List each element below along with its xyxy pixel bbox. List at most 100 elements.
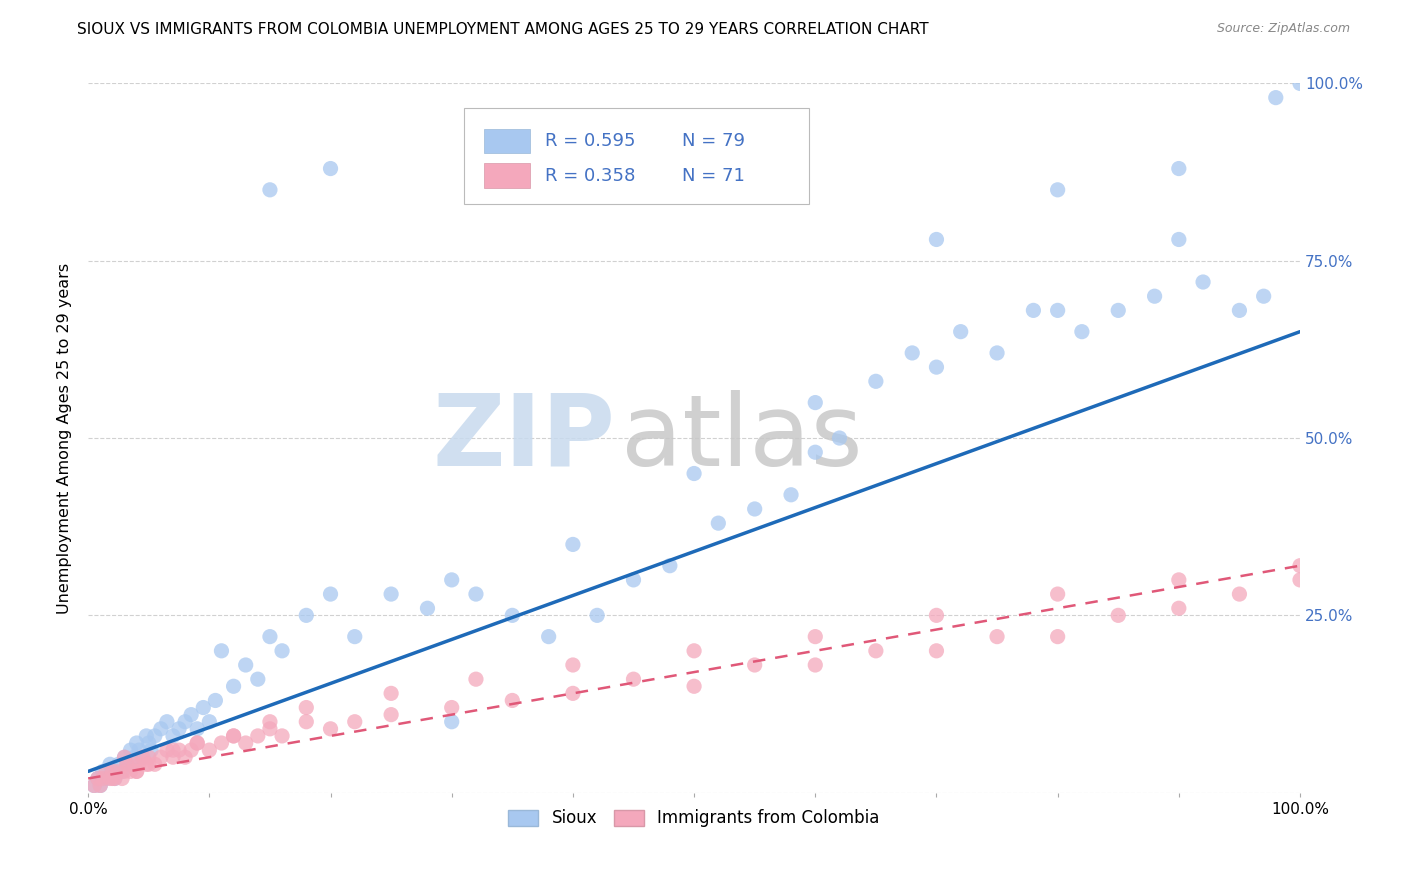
Point (259, 630, 281, 644)
Point (125, 764, 148, 779)
Point (925, 232, 948, 246)
Point (114, 750, 136, 764)
Point (440, 700, 463, 714)
Point (204, 693, 226, 707)
Point (319, 161, 342, 176)
Point (91, 772, 114, 786)
Text: atlas: atlas (621, 390, 863, 486)
Point (120, 743, 142, 757)
Point (440, 573, 463, 587)
Point (101, 764, 124, 779)
Point (1046, 587, 1069, 601)
Point (138, 750, 160, 764)
Point (1289, 573, 1312, 587)
Point (111, 764, 134, 779)
Point (89, 779, 111, 793)
Point (501, 693, 523, 707)
Point (658, 558, 681, 573)
Point (107, 757, 129, 772)
Point (135, 729, 157, 743)
Point (623, 573, 645, 587)
Point (295, 714, 318, 729)
Point (186, 722, 208, 736)
Point (149, 750, 172, 764)
Point (804, 658, 827, 673)
Text: Source: ZipAtlas.com: Source: ZipAtlas.com (1216, 22, 1350, 36)
Point (87, 772, 110, 786)
Point (120, 764, 142, 779)
Point (167, 743, 190, 757)
Point (115, 757, 138, 772)
Point (1229, 587, 1251, 601)
Point (138, 757, 160, 772)
Point (1143, 289, 1166, 303)
Point (101, 764, 124, 779)
Point (1046, 630, 1069, 644)
Point (122, 750, 145, 764)
Point (259, 183, 281, 197)
Point (780, 488, 803, 502)
Point (1107, 303, 1129, 318)
Point (295, 700, 318, 714)
Point (180, 707, 202, 722)
Point (295, 608, 318, 623)
Point (343, 630, 366, 644)
Point (380, 587, 402, 601)
Point (537, 630, 560, 644)
Point (125, 764, 148, 779)
Point (271, 729, 294, 743)
Point (162, 743, 184, 757)
Point (259, 722, 281, 736)
Point (193, 700, 215, 714)
Y-axis label: Unemployment Among Ages 25 to 29 years: Unemployment Among Ages 25 to 29 years (58, 262, 72, 614)
Point (83, 779, 105, 793)
Point (96, 764, 118, 779)
Point (380, 686, 402, 700)
Point (104, 772, 127, 786)
Point (1229, 303, 1251, 318)
Point (222, 729, 245, 743)
Point (1022, 303, 1045, 318)
Point (465, 672, 488, 686)
Point (1289, 77, 1312, 91)
Point (143, 757, 166, 772)
Point (259, 714, 281, 729)
Point (319, 722, 342, 736)
Point (586, 608, 609, 623)
Point (222, 679, 245, 693)
Point (198, 714, 221, 729)
Point (707, 516, 730, 530)
Point (561, 686, 583, 700)
Point (380, 707, 402, 722)
Point (83, 779, 105, 793)
Point (561, 658, 583, 673)
Legend: Sioux, Immigrants from Colombia: Sioux, Immigrants from Colombia (502, 803, 886, 834)
Text: R = 0.358: R = 0.358 (546, 167, 636, 185)
Point (465, 587, 488, 601)
Point (683, 644, 706, 658)
Point (804, 630, 827, 644)
Point (156, 743, 179, 757)
Text: ZIP: ZIP (433, 390, 616, 486)
Point (235, 736, 257, 750)
Point (174, 714, 197, 729)
Point (186, 736, 208, 750)
Point (901, 346, 924, 360)
Point (1167, 601, 1189, 615)
Point (986, 630, 1008, 644)
Point (623, 672, 645, 686)
Text: R = 0.595: R = 0.595 (546, 132, 636, 150)
Point (186, 736, 208, 750)
Point (440, 714, 463, 729)
Point (1167, 232, 1189, 246)
Point (804, 395, 827, 409)
Point (101, 772, 124, 786)
Point (1070, 325, 1092, 339)
Point (211, 736, 233, 750)
Point (1192, 275, 1215, 289)
FancyBboxPatch shape (485, 128, 530, 153)
Point (683, 679, 706, 693)
Point (246, 729, 269, 743)
Point (211, 644, 233, 658)
FancyBboxPatch shape (485, 163, 530, 188)
